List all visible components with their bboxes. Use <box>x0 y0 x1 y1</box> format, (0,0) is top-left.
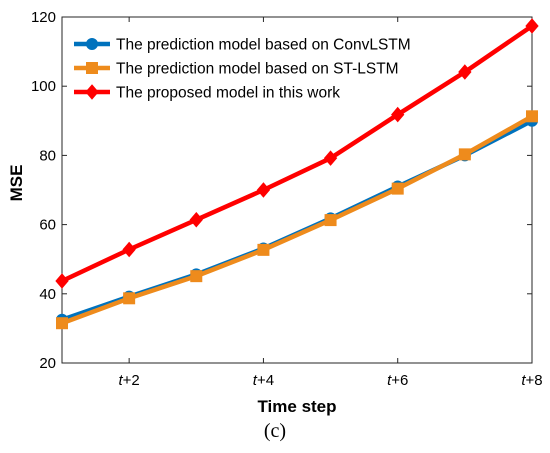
legend-entry: The proposed model in this work <box>74 84 340 102</box>
data-point <box>56 317 68 330</box>
x-tick-label: t+4 <box>253 372 274 389</box>
legend-marker <box>85 84 99 100</box>
y-tick-label: 80 <box>39 147 56 164</box>
y-tick-label: 60 <box>39 217 56 234</box>
data-point <box>525 18 539 34</box>
legend-label: The prediction model based on ST-LSTM <box>116 61 399 78</box>
series-line <box>61 24 534 284</box>
data-point <box>458 64 472 80</box>
data-point <box>190 270 203 283</box>
series-line <box>61 114 534 326</box>
y-tick-label: 120 <box>31 9 56 26</box>
y-tick-label: 40 <box>39 286 56 303</box>
axes-frame <box>61 16 533 364</box>
legend-marker <box>86 38 98 50</box>
series-3 <box>55 18 539 289</box>
data-point <box>458 148 471 161</box>
data-point <box>323 150 338 166</box>
data-point <box>391 106 405 123</box>
data-point <box>123 292 136 305</box>
y-axis-title: MSE <box>7 165 26 202</box>
legend-label: The proposed model in this work <box>116 85 340 102</box>
data-point <box>324 214 337 227</box>
data-point <box>391 182 404 195</box>
x-tick-label: t+2 <box>119 372 140 389</box>
x-tick-label: t+6 <box>387 372 408 389</box>
axis-ticks: 20 40 60 80 100 120 t+2 t+4 t+6 t+8 <box>31 9 543 389</box>
x-tick-label: t+8 <box>521 372 542 389</box>
legend: The prediction model based on ConvLSTM Th… <box>74 37 411 102</box>
series-2 <box>56 110 538 330</box>
y-tick-label: 20 <box>39 355 56 372</box>
x-axis-title: Time step <box>257 397 336 416</box>
series-layer <box>55 18 539 330</box>
plot-area <box>61 16 533 364</box>
legend-entry: The prediction model based on ConvLSTM <box>74 37 411 54</box>
data-point <box>257 243 270 256</box>
legend-entry: The prediction model based on ST-LSTM <box>74 61 399 78</box>
legend-marker <box>86 62 98 74</box>
data-point <box>526 110 538 123</box>
data-point <box>122 241 136 258</box>
data-point <box>55 273 69 289</box>
data-point <box>189 211 203 228</box>
data-point <box>256 182 271 198</box>
y-tick-label: 100 <box>31 78 56 95</box>
panel-label: (c) <box>263 420 287 442</box>
legend-label: The prediction model based on ConvLSTM <box>116 37 411 54</box>
